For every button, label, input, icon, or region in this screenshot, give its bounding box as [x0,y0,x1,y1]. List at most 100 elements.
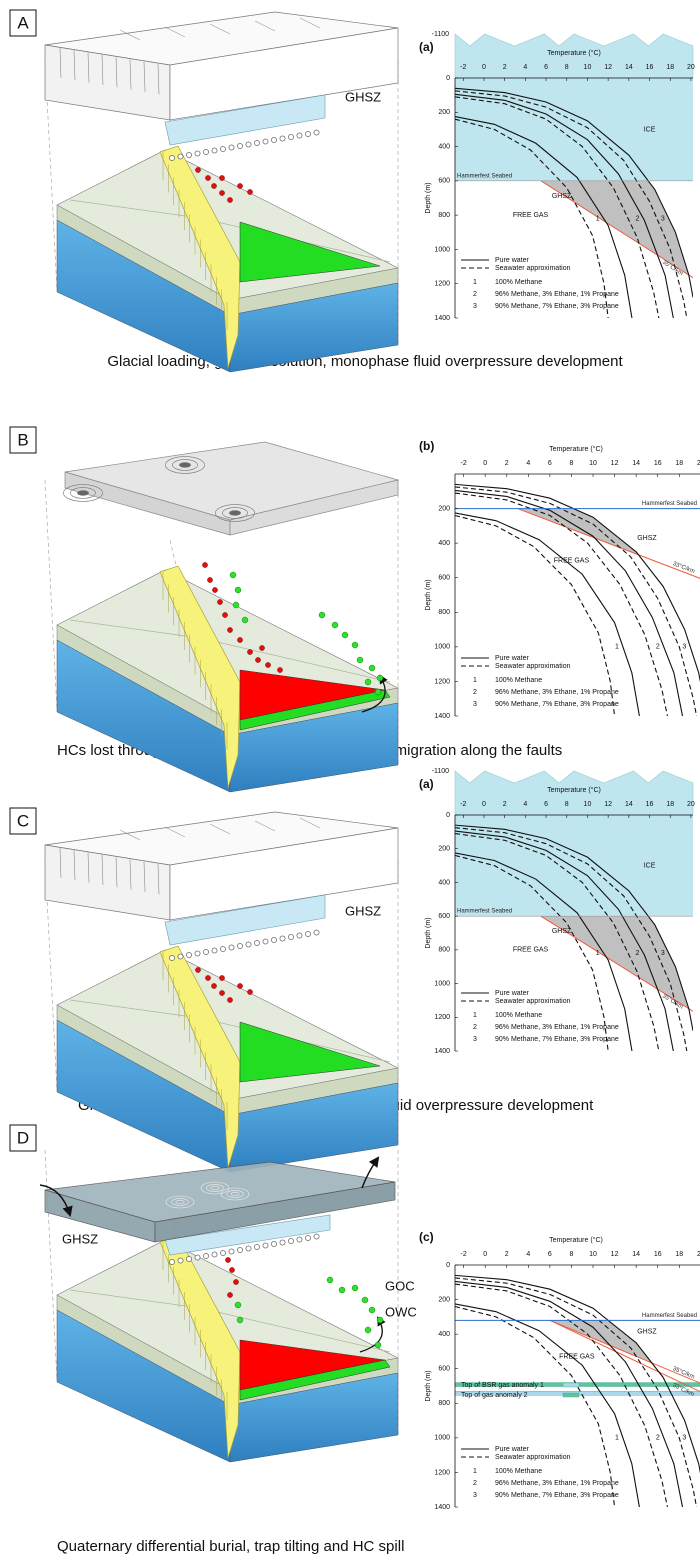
curve-label: 1 [615,1435,619,1442]
gas-droplet [326,1276,334,1284]
x-tick-label: 14 [632,460,640,467]
geotherm [540,915,693,1012]
curve-label: 1 [596,950,600,957]
legend-number: 2 [473,689,477,696]
x-tick-label: 20 [697,460,700,467]
ice-crack [157,64,160,95]
x-tick-label: 10 [584,64,592,71]
x-tick-label: 6 [548,460,552,467]
x-tick-label: 6 [544,801,548,808]
fault [159,945,241,1169]
x-tick-label: -2 [461,1251,467,1258]
y-tick-label: 1400 [434,315,450,322]
fault [159,565,241,789]
region-label: FREE GAS [559,1353,595,1360]
ice-crack [87,52,90,83]
x-tick-label: 10 [589,460,597,467]
y-tick-label: 1000 [434,246,450,253]
stability-curve [455,118,609,318]
gas-bubble [279,135,286,142]
stability-curve [455,489,684,716]
gas-droplet [364,1326,372,1334]
hc-droplet [247,649,253,655]
x-tick-label: 4 [523,801,527,808]
panel-label-box [9,1124,37,1152]
legend-label: Pure water [495,257,530,264]
legend-label: Seawater approximation [495,1454,571,1461]
curve-label: 2 [656,1435,660,1442]
gas-bubble [305,131,311,137]
gas-bubble [271,937,277,943]
gas-bubble [186,152,192,158]
gas-bubble [254,940,260,946]
legend-label: 100% Methane [495,1012,542,1019]
y-tick-label: 200 [438,505,450,512]
stability-curve [455,1303,640,1507]
gas-bubble [296,1236,303,1243]
hc-droplet [227,627,233,633]
stability-curve [455,830,674,1051]
gas-bubble [296,132,303,139]
ice-region [455,815,693,917]
ice-crack [254,820,276,832]
hc-droplet [219,975,225,981]
x-tick-label: 14 [625,801,633,808]
hc-droplet [202,562,208,568]
y-tick-label: 1400 [434,1504,450,1511]
ice-crack [209,823,231,835]
x-tick-label: 2 [505,1251,509,1258]
gas-bubble [203,1253,209,1259]
gas-bubble [228,1248,235,1255]
ice-sheet-band [454,33,694,79]
y-tick-label: 600 [438,1366,450,1373]
hc-droplet [205,975,211,981]
x-tick-label: 0 [482,64,486,71]
stability-curve [455,492,668,716]
x-tick-label: -2 [461,460,467,467]
gas-droplet [351,641,359,649]
gas-bubble [228,944,235,951]
gas-bubble [288,134,294,140]
block-diagram [39,1149,399,1463]
plot-area [455,483,700,716]
y-tick-label: 200 [438,109,450,116]
curve-label: 3 [661,215,665,222]
plot-area [455,78,693,318]
gas-droplet [234,586,242,594]
x-tick-label: 4 [526,1251,530,1258]
x-tick-label: -2 [460,64,466,71]
panel-label-box [9,807,37,835]
x-axis-label: Temperature (°C) [549,1236,603,1244]
curve-label: 1 [596,215,600,222]
pockmark [210,1185,220,1191]
legend-number: 2 [473,1480,477,1487]
gas-bubble [186,1256,192,1262]
y-tick-label: 1400 [434,713,450,720]
chart-tag: (a) [419,40,434,54]
curve-label: 3 [661,950,665,957]
ice-crack [164,26,186,38]
ice-crack [115,57,118,88]
y-tick-label: 0 [446,1262,450,1269]
gas-bubble [220,1250,226,1256]
gas-bubble [237,143,243,149]
gas-bubble [262,138,269,145]
stability-curve [455,483,700,683]
tilt-arrow [361,1156,380,1189]
fault [159,145,241,369]
ice-crack [143,861,146,892]
curve-label: 2 [635,215,639,222]
stability-curve [455,512,640,716]
gas-droplet [229,571,237,579]
region-label: GHSZ [552,193,572,200]
phase-chart: Top of BSR gas anomaly 1 Top of gas anoma… [419,1230,700,1511]
x-tick-label: 16 [646,64,654,71]
gas-bubble [279,935,286,942]
gas-bubble [237,1247,243,1253]
hc-droplet [205,175,211,181]
seabed-label: Hammerfest Seabed [457,909,512,915]
gas-wedge [239,221,381,283]
ice-crack [129,859,132,890]
stability-curve [455,514,616,716]
